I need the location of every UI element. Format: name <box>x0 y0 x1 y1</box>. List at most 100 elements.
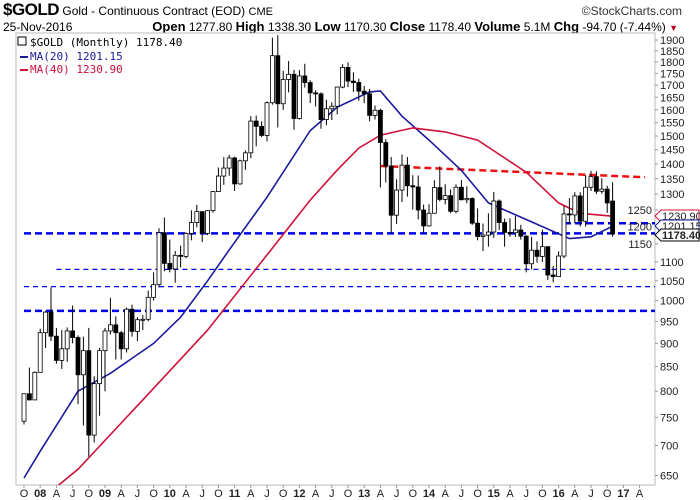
quote-summary: Open 1277.80 High 1338.30 Low 1170.30 Cl… <box>152 20 678 35</box>
candle-up <box>485 231 491 236</box>
x-tick-label: 13 <box>358 488 370 500</box>
x-tick-label: J <box>394 488 400 500</box>
candle-down <box>291 73 297 119</box>
y-tick-label: 650 <box>660 470 678 482</box>
x-tick-label: J <box>264 488 270 500</box>
y-tick-label: 1100 <box>660 257 684 269</box>
x-tick-label: A <box>118 488 126 500</box>
candle-up <box>264 102 270 136</box>
x-tick-label: A <box>182 488 190 500</box>
candle-down <box>259 125 265 136</box>
y-tick-label: 1750 <box>660 68 684 80</box>
candle-down <box>437 187 443 200</box>
price-flag-label: 1178.40 <box>662 230 700 242</box>
candle-up <box>442 195 448 200</box>
close-value: 1178.40 <box>428 20 472 34</box>
x-tick-label: A <box>636 488 644 500</box>
candle-down <box>604 188 610 204</box>
candle-down <box>377 109 383 143</box>
candle-up <box>183 232 189 257</box>
candle-up <box>151 284 157 298</box>
x-tick-label: 16 <box>552 488 564 500</box>
candle-down <box>118 332 124 350</box>
x-tick-label: J <box>459 488 465 500</box>
candle-up <box>226 157 232 169</box>
chg-value: -94.70 (-7.44%) <box>582 20 666 34</box>
candle-up <box>21 393 27 422</box>
candle-down <box>610 200 615 235</box>
x-tick-label: O <box>603 488 612 500</box>
close-label: Close <box>389 19 426 34</box>
candle-up <box>205 210 211 234</box>
candle-up <box>431 187 437 214</box>
candle-up <box>480 234 486 237</box>
candle-down <box>86 350 92 436</box>
candle-up <box>37 332 43 373</box>
candle-up <box>540 246 545 257</box>
y-tick-label: 1500 <box>660 131 684 143</box>
candle-down <box>253 120 259 127</box>
legend-symbol: $GOLD (Monthly) 1178.40 <box>30 36 182 49</box>
x-tick-label: 17 <box>617 488 629 500</box>
candle-down <box>415 186 421 211</box>
candle-up <box>102 330 108 352</box>
candle-up <box>464 198 470 201</box>
candle-up <box>140 318 146 321</box>
candle-down <box>313 92 319 95</box>
candle-down <box>550 274 556 277</box>
volume-value: 5.1M <box>523 20 551 34</box>
y-tick-label: 1850 <box>660 46 684 58</box>
candle-up <box>269 55 275 104</box>
high-label: High <box>235 19 265 34</box>
candle-down <box>458 186 464 201</box>
candle-down <box>199 211 205 234</box>
candle-up <box>588 176 594 188</box>
candle-down <box>523 235 529 265</box>
candle-down <box>475 222 481 237</box>
legend-ma20: MA(20) 1201.15 <box>30 50 123 63</box>
x-tick-label: 09 <box>99 488 111 500</box>
candle-down <box>567 213 572 216</box>
x-tick-label: 15 <box>488 488 500 500</box>
candle-up <box>145 296 151 320</box>
open-label: Open <box>152 19 186 34</box>
x-tick-label: 11 <box>229 488 241 500</box>
y-tick-label: 700 <box>660 440 678 452</box>
x-tick-label: A <box>506 488 514 500</box>
x-tick-label: J <box>70 488 76 500</box>
candle-down <box>178 254 184 257</box>
candle-up <box>340 67 346 88</box>
low-value: 1170.30 <box>343 20 387 34</box>
candle-down <box>318 93 324 120</box>
candle-down <box>594 176 599 192</box>
candle-up <box>323 108 329 120</box>
candle-up <box>426 212 432 227</box>
x-tick-label: 08 <box>34 488 46 500</box>
candle-legend-icon <box>17 36 27 46</box>
x-tick-label: O <box>149 488 158 500</box>
candle-up <box>286 73 292 80</box>
legend-ma40: MA(40) 1230.90 <box>30 63 123 76</box>
candle-up <box>91 383 97 436</box>
y-tick-label: 950 <box>660 316 678 328</box>
x-tick-label: A <box>312 488 320 500</box>
ma40-line <box>57 127 613 485</box>
candle-up <box>108 324 113 332</box>
candle-down <box>345 67 351 82</box>
x-tick-label: J <box>199 488 205 500</box>
ma20-line <box>23 90 613 479</box>
resistance-trendline <box>380 164 646 179</box>
candle-down <box>129 308 135 332</box>
candle-up <box>156 232 162 286</box>
x-tick-label: A <box>571 488 579 500</box>
candle-up <box>237 160 243 185</box>
plot-frame <box>15 32 656 486</box>
y-tick-label: 1300 <box>660 189 684 201</box>
candle-down <box>161 232 167 264</box>
candle-down <box>507 231 513 234</box>
chart-title: $GOLD Gold - Continuous Contract (EOD) C… <box>3 0 273 20</box>
x-tick-label: O <box>409 488 418 500</box>
candle-down <box>545 246 551 276</box>
y-tick-label: 1800 <box>660 57 684 69</box>
y-tick-label: 1450 <box>660 145 684 157</box>
